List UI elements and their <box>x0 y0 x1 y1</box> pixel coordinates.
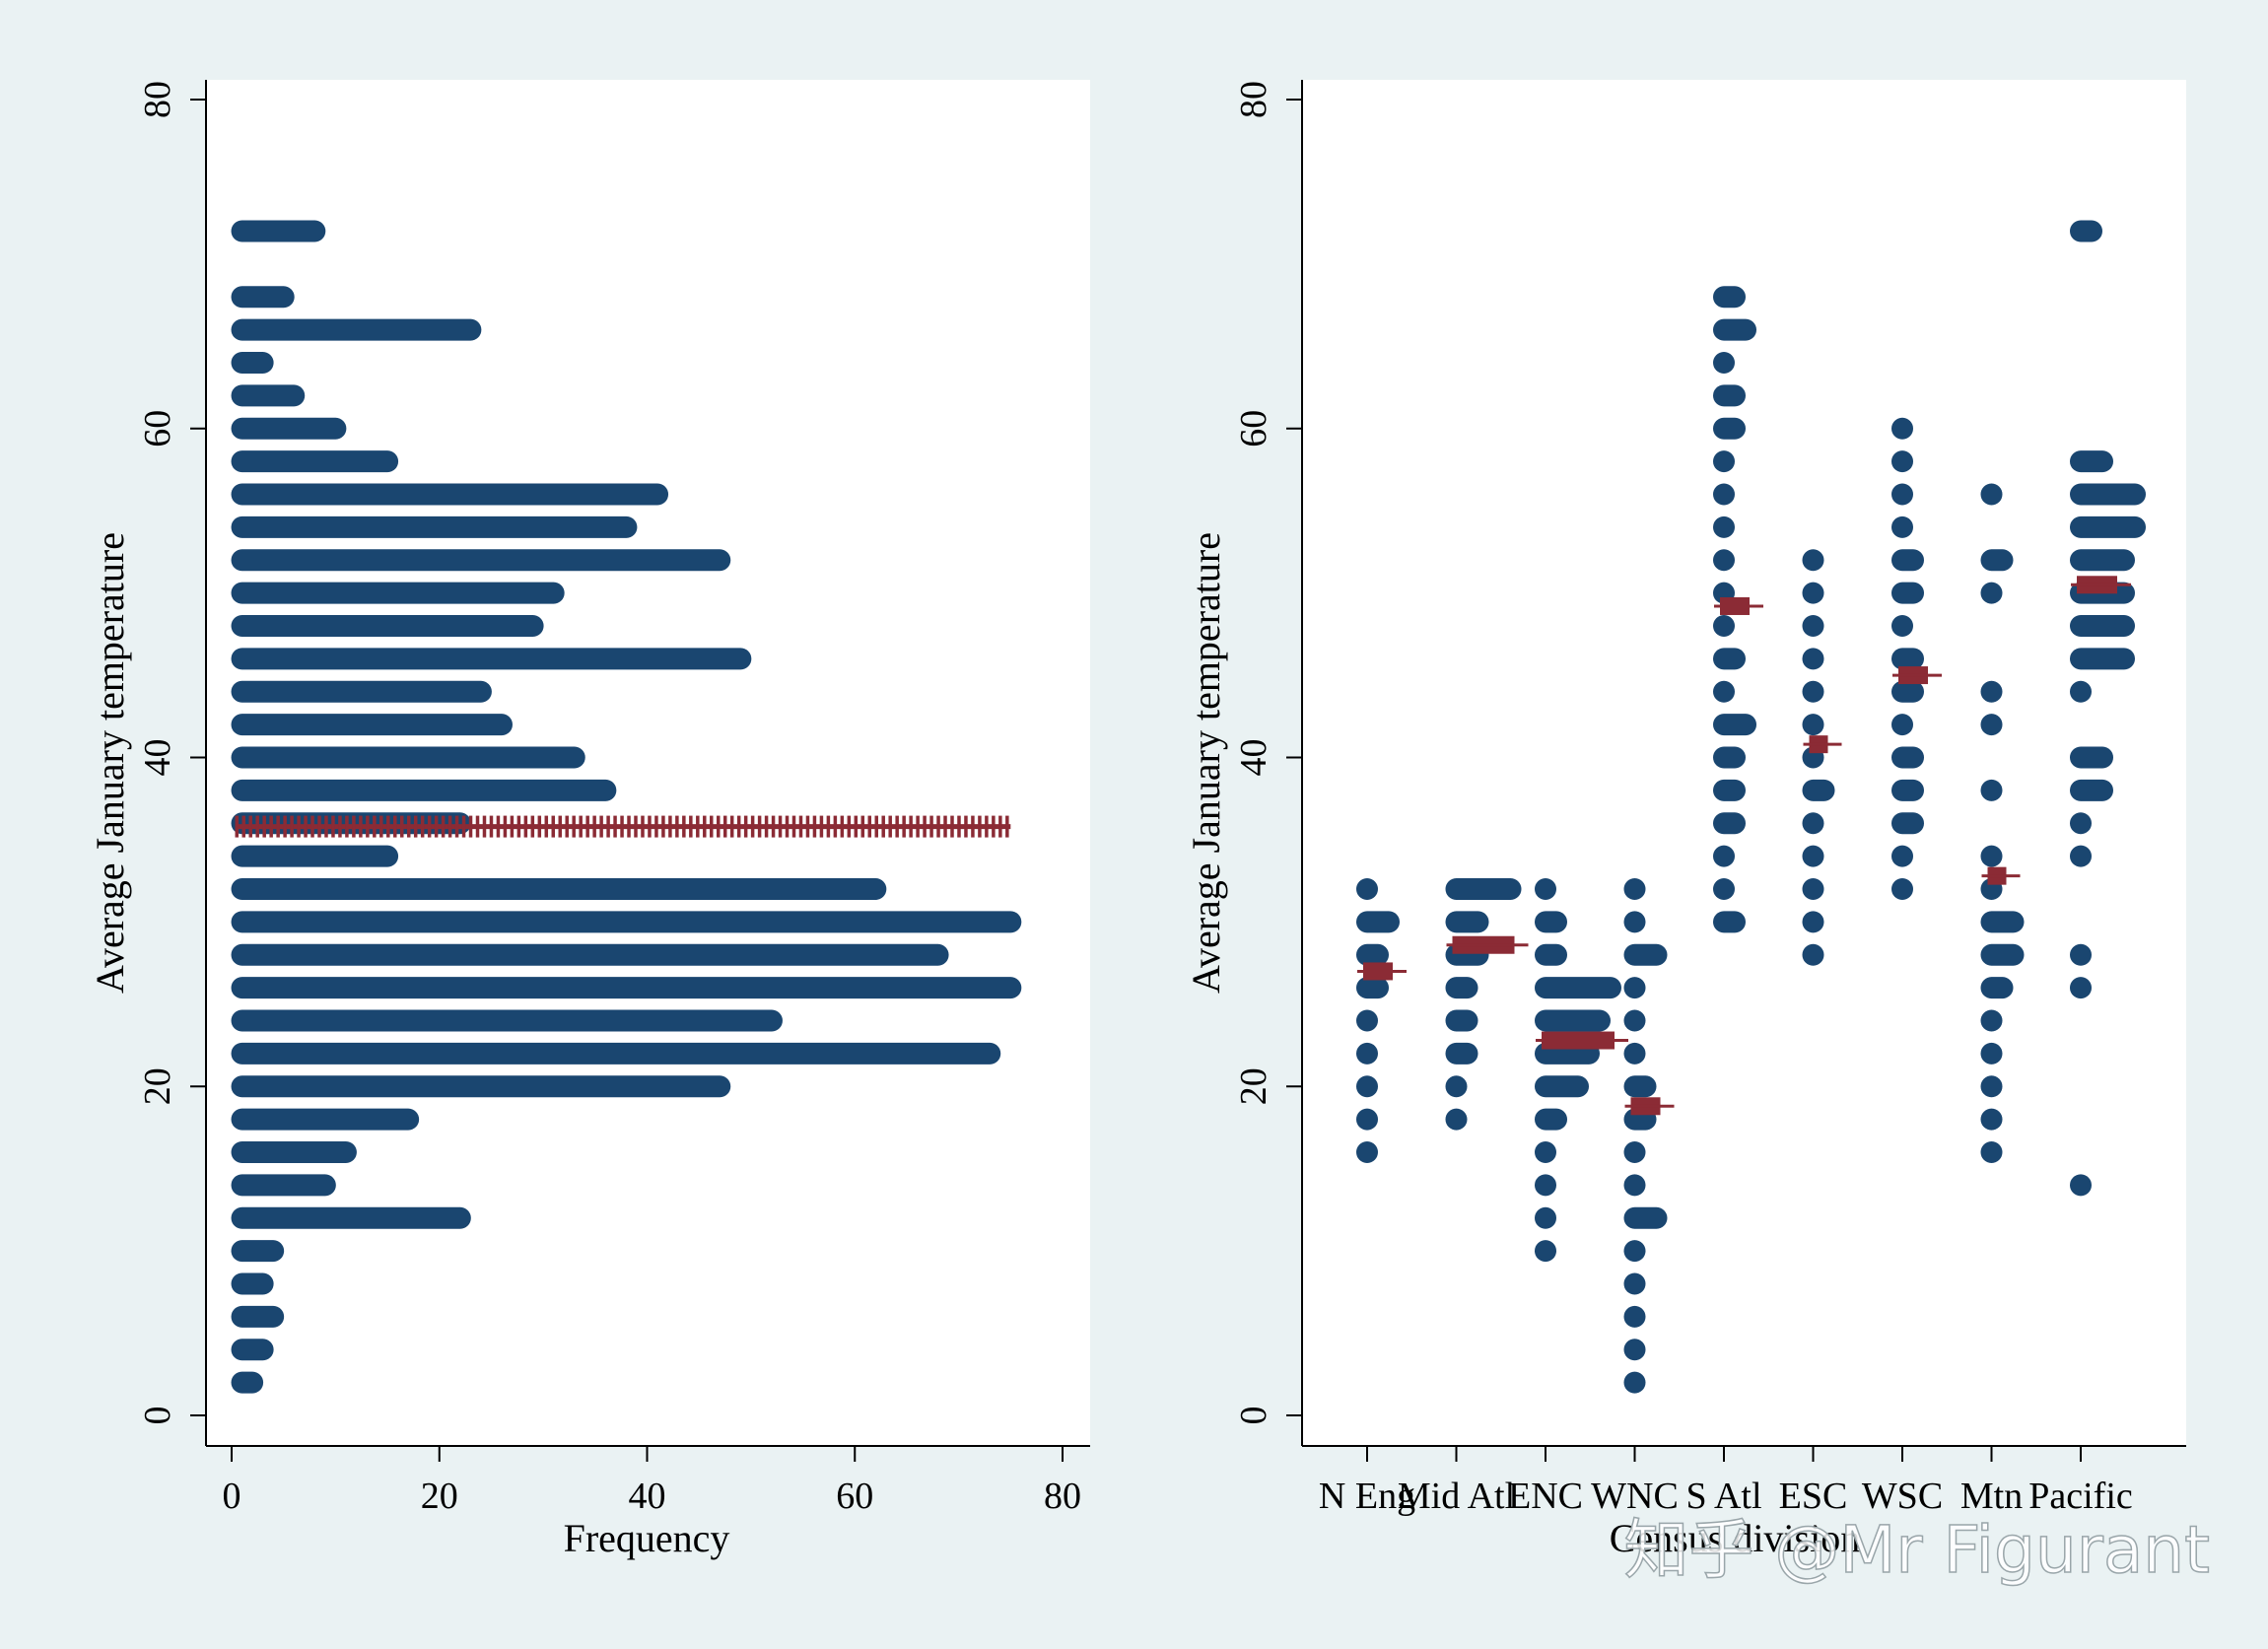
x-tick-label-60: 60 <box>836 1476 873 1517</box>
x-tick-label-wnc: WNC <box>1591 1476 1679 1517</box>
y-tick-label-20: 20 <box>1233 1067 1274 1105</box>
left-y-axis-title: Average January temperature <box>88 532 132 994</box>
watermark: 知乎 @Mr Figurant <box>1623 1512 2210 1588</box>
x-tick-label-mtn: Mtn <box>1960 1476 2023 1517</box>
y-tick-label-80: 80 <box>137 81 178 118</box>
y-tick-label-60: 60 <box>1233 410 1274 447</box>
left-x-axis-title: Frequency <box>564 1516 730 1560</box>
x-tick-label-esc: ESC <box>1779 1476 1848 1517</box>
left-y-ticks: 0 20 40 60 80 <box>137 81 206 1425</box>
left-dot-rows <box>231 220 1022 1394</box>
x-tick-label-wsc: WSC <box>1862 1476 1943 1517</box>
y-tick-label-40: 40 <box>1233 739 1274 777</box>
right-mean-markers <box>1357 576 2131 1116</box>
right-y-ticks: 0 20 40 60 80 <box>1233 81 1302 1425</box>
x-tick-label-n-eng: N Eng <box>1319 1476 1415 1517</box>
left-mean-line <box>235 815 1011 838</box>
x-tick-label-mid-atl: Mid Atl <box>1398 1476 1515 1517</box>
x-tick-label-enc: ENC <box>1508 1476 1583 1517</box>
y-tick-label-60: 60 <box>137 410 178 447</box>
x-tick-label-20: 20 <box>421 1476 458 1517</box>
x-tick-label-80: 80 <box>1044 1476 1081 1517</box>
x-tick-label-pacific: Pacific <box>2028 1476 2133 1517</box>
x-tick-label-40: 40 <box>629 1476 666 1517</box>
x-tick-label-s-atl: S Atl <box>1685 1476 1761 1517</box>
y-tick-label-0: 0 <box>137 1407 178 1425</box>
left-panel: 0 20 40 60 80 0 20 40 60 80 Frequency Average Ja… <box>88 80 1090 1560</box>
right-y-axis-title: Average January temperature <box>1184 532 1228 994</box>
x-tick-label-0: 0 <box>223 1476 241 1517</box>
y-tick-label-0: 0 <box>1233 1407 1274 1425</box>
y-tick-label-20: 20 <box>137 1067 178 1105</box>
right-x-axis-title: Census division <box>1610 1516 1860 1560</box>
y-tick-label-40: 40 <box>137 739 178 777</box>
left-x-ticks: 0 20 40 60 80 <box>223 1446 1081 1517</box>
y-tick-label-80: 80 <box>1233 81 1274 118</box>
right-dot-columns <box>1356 220 2146 1394</box>
